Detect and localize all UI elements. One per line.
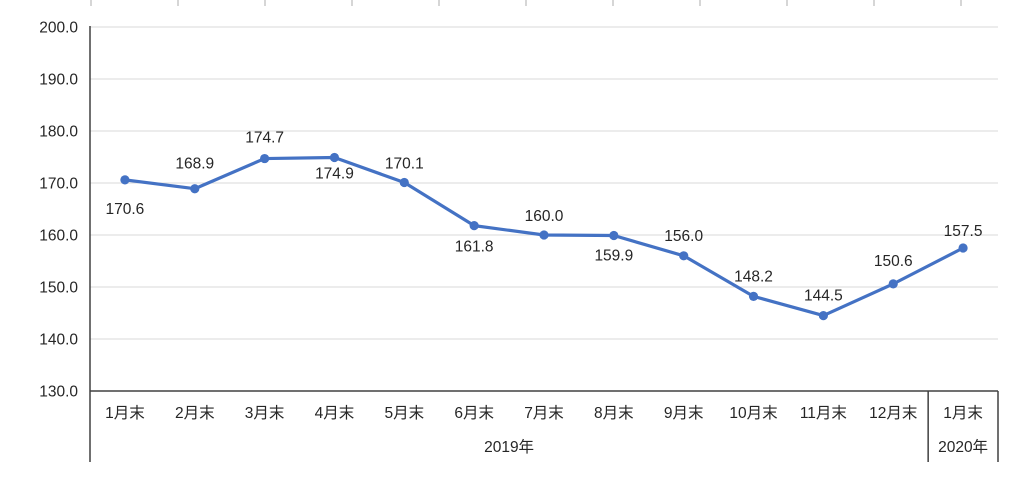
data-point-marker (120, 175, 130, 185)
data-point-marker (260, 153, 270, 164)
data-label: 159.9 (594, 248, 633, 265)
x-axis-month-label: 5月末 (384, 404, 424, 422)
data-point-marker (679, 251, 689, 261)
data-label: 174.7 (245, 130, 284, 147)
x-axis-year-label: 2020年 (938, 438, 988, 456)
data-point-marker (818, 311, 828, 321)
data-point-marker (539, 230, 549, 240)
y-axis-tick-label: 130.0 (39, 384, 78, 401)
x-axis-month-label: 10月末 (729, 404, 777, 422)
data-label: 161.8 (455, 239, 494, 256)
data-label: 150.6 (874, 253, 913, 270)
x-axis-month-label: 11月末 (800, 404, 847, 422)
data-label: 156.0 (664, 228, 703, 245)
x-axis-month-label: 1月末 (105, 404, 145, 422)
y-axis-tick-label: 140.0 (39, 332, 78, 349)
data-label: 174.9 (315, 166, 354, 183)
y-axis-tick-label: 180.0 (39, 124, 78, 141)
data-point-marker (469, 221, 479, 231)
x-axis-month-label: 4月末 (315, 404, 355, 422)
x-axis-month-label: 12月末 (869, 404, 917, 422)
y-axis-tick-label: 160.0 (39, 228, 78, 245)
data-point-marker (329, 152, 340, 163)
x-axis-month-label: 9月末 (664, 404, 704, 422)
y-axis-tick-label: 150.0 (39, 280, 78, 297)
y-axis-tick-label: 190.0 (39, 72, 78, 89)
data-label: 170.1 (385, 155, 424, 172)
x-axis-month-label: 8月末 (594, 404, 634, 422)
y-axis-tick-label: 170.0 (39, 176, 78, 193)
x-axis-month-label: 7月末 (524, 404, 564, 422)
x-axis-month-label: 3月末 (245, 404, 285, 422)
x-axis-year-label: 2019年 (484, 438, 534, 456)
x-axis-month-label: 1月末 (943, 404, 983, 422)
data-label: 170.6 (106, 201, 145, 218)
data-label: 157.5 (944, 223, 983, 240)
data-label: 160.0 (525, 208, 564, 225)
data-point-marker (958, 243, 968, 253)
data-point-marker (888, 279, 898, 289)
x-axis-month-label: 2月末 (175, 404, 215, 422)
y-axis-tick-label: 200.0 (39, 20, 78, 37)
x-axis-month-label: 6月末 (454, 404, 494, 422)
data-point-marker (748, 291, 759, 301)
data-point-marker (190, 184, 200, 194)
data-point-marker (609, 230, 619, 241)
data-label: 148.2 (734, 268, 773, 285)
data-label: 144.5 (804, 288, 843, 305)
data-label: 168.9 (175, 156, 214, 173)
data-point-marker (399, 177, 409, 188)
